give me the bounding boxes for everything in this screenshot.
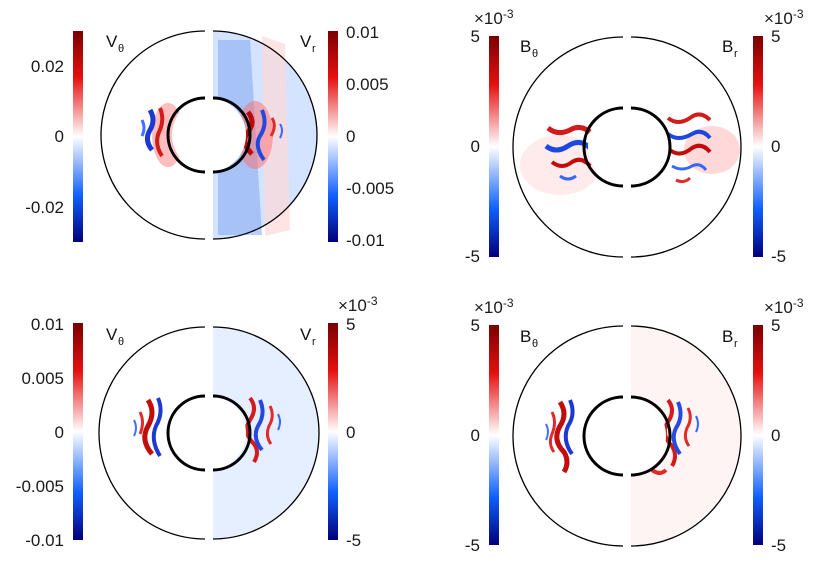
panel-magnetic-bottom: ×10-3 5 0 -5 B θ — [465, 296, 804, 555]
tick-label: 5 — [346, 315, 355, 334]
right-field-subscript: r — [734, 338, 738, 350]
tick-label: -5 — [346, 531, 361, 550]
left-field-subscript: θ — [532, 338, 538, 350]
panel-velocity-top: 0.02 0 -0.02 — [25, 23, 394, 250]
tick-label: -0.02 — [25, 198, 64, 217]
annulus-plot — [100, 25, 318, 245]
colorbar-right — [328, 323, 338, 540]
left-field-label: B — [520, 327, 531, 346]
colorbar-left — [489, 325, 499, 545]
tick-label: -0.01 — [346, 231, 385, 250]
tick-label: 0.005 — [346, 75, 389, 94]
tick-label: -0.005 — [16, 477, 64, 496]
tick-label: 0 — [346, 423, 355, 442]
left-field-label: V — [106, 325, 118, 344]
annulus-plot — [512, 319, 742, 553]
colorbar-right — [753, 36, 763, 257]
left-field-label: V — [106, 32, 118, 51]
tick-label: 5 — [771, 27, 780, 46]
right-field-label: B — [722, 327, 733, 346]
left-field-subscript: θ — [118, 336, 124, 348]
tick-label: 5 — [471, 316, 480, 335]
colorbar-left — [73, 31, 83, 242]
tick-label: 0.005 — [21, 369, 64, 388]
left-field-subscript: θ — [532, 48, 538, 60]
tick-label: 0 — [55, 423, 64, 442]
tick-label: 5 — [771, 316, 780, 335]
colorbar-exponent: ×10-3 — [338, 294, 378, 315]
tick-label: 0 — [471, 137, 480, 156]
tick-label: -5 — [771, 536, 786, 555]
right-field-subscript: r — [312, 43, 316, 55]
tick-label: -0.005 — [346, 179, 394, 198]
tick-label: -5 — [771, 247, 786, 266]
colorbar-exponent: ×10-3 — [474, 7, 514, 28]
tick-label: 0.01 — [31, 315, 64, 334]
colorbar-left — [73, 323, 83, 540]
colorbar-exponent: ×10-3 — [764, 296, 804, 317]
tick-label: -0.01 — [25, 531, 64, 550]
tick-label: -5 — [465, 247, 480, 266]
tick-label: 5 — [471, 27, 480, 46]
annulus-plot — [98, 320, 320, 546]
colorbar-exponent: ×10-3 — [474, 296, 514, 317]
tick-label: 0 — [346, 127, 355, 146]
tick-label: 0.01 — [346, 23, 379, 42]
tick-label: 0.02 — [31, 57, 64, 76]
panel-magnetic-top: ×10-3 5 0 -5 B — [465, 7, 804, 266]
colorbar-right — [328, 31, 338, 242]
right-field-label: V — [300, 32, 312, 51]
right-field-subscript: r — [734, 48, 738, 60]
tick-label: -5 — [465, 536, 480, 555]
right-field-label: V — [300, 325, 312, 344]
tick-label: 0 — [471, 426, 480, 445]
left-field-subscript: θ — [118, 43, 124, 55]
colorbar-exponent: ×10-3 — [764, 7, 804, 28]
colorbar-left — [489, 36, 499, 257]
annulus-plot — [512, 30, 742, 264]
colorbar-right — [753, 325, 763, 545]
panel-velocity-bottom: 0.01 0.005 0 -0.005 -0.01 — [16, 294, 378, 550]
tick-label: 0 — [771, 137, 780, 156]
right-field-subscript: r — [312, 336, 316, 348]
right-field-label: B — [722, 37, 733, 56]
left-field-label: B — [520, 37, 531, 56]
tick-label: 0 — [55, 127, 64, 146]
tick-label: 0 — [771, 426, 780, 445]
